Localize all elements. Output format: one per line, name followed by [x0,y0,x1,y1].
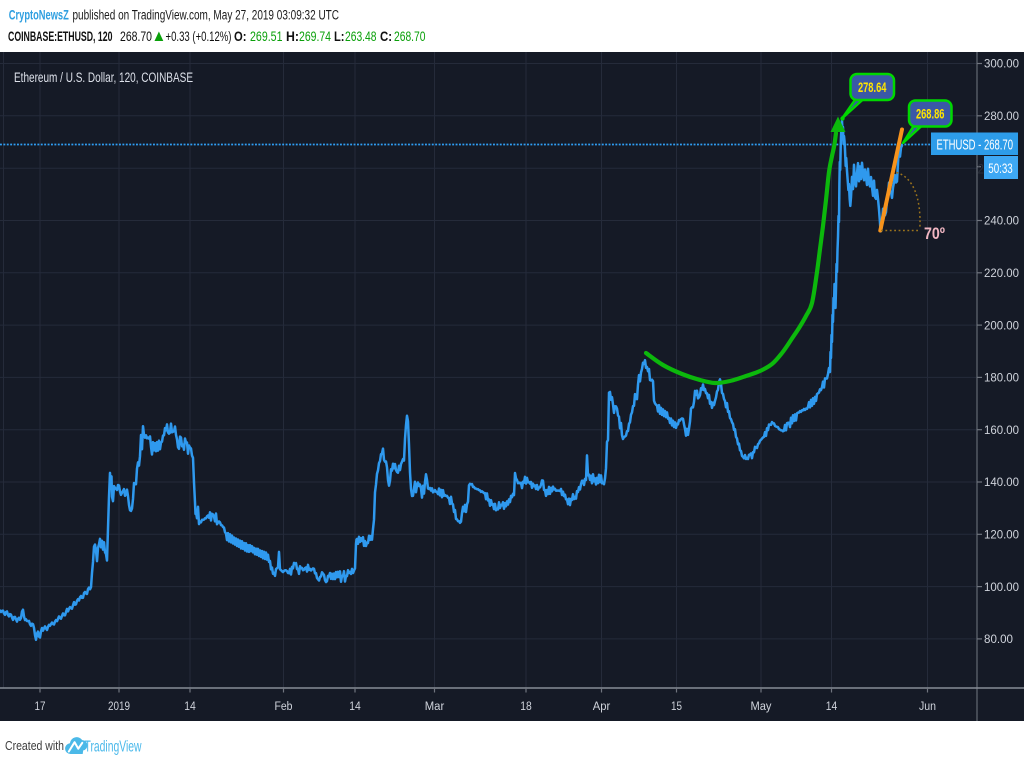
svg-text:240.00: 240.00 [984,214,1019,228]
svg-text:C:: C: [380,29,392,44]
svg-text:Feb: Feb [275,701,293,713]
svg-text:220.00: 220.00 [984,266,1019,280]
svg-text:280.00: 280.00 [984,109,1019,123]
svg-text:May: May [751,701,772,713]
svg-text:268.70: 268.70 [394,29,426,44]
svg-text:80.00: 80.00 [984,632,1013,646]
svg-text:100.00: 100.00 [984,580,1019,594]
svg-text:268.70: 268.70 [120,29,152,44]
svg-text:O:: O: [234,29,247,44]
svg-text:14: 14 [349,701,361,713]
svg-text:2019: 2019 [108,701,130,713]
svg-text:269.51: 269.51 [250,29,283,44]
svg-text:160.00: 160.00 [984,423,1019,437]
svg-text:published on TradingView.com,: published on TradingView.com, May 27, 20… [73,8,340,23]
svg-text:300.00: 300.00 [984,57,1019,71]
svg-text:50:33: 50:33 [988,160,1013,176]
svg-text:278.64: 278.64 [858,80,887,95]
svg-text:180.00: 180.00 [984,371,1019,385]
svg-text:14: 14 [184,701,196,713]
svg-text:Ethereum / U.S. Dollar, 120, C: Ethereum / U.S. Dollar, 120, COINBASE [14,70,193,85]
svg-text:268.86: 268.86 [916,106,945,121]
svg-text:200.00: 200.00 [984,318,1019,332]
svg-text:70º: 70º [924,225,945,243]
svg-text:140.00: 140.00 [984,475,1019,489]
svg-text:Created with: Created with [5,739,64,753]
svg-text:18: 18 [520,701,532,713]
svg-text:Apr: Apr [593,701,611,713]
svg-text:263.48: 263.48 [345,29,377,44]
svg-text:L:: L: [334,29,345,44]
svg-text:COINBASE:ETHUSD, 120: COINBASE:ETHUSD, 120 [8,29,113,44]
svg-text:2: 2 [978,161,985,177]
svg-text:269.74: 269.74 [299,29,331,44]
svg-text:CryptoNewsZ: CryptoNewsZ [9,8,69,23]
svg-text:17: 17 [35,701,46,713]
svg-text:Mar: Mar [425,701,445,713]
svg-text:TradingView: TradingView [85,739,142,756]
svg-text:+0.33 (+0.12%): +0.33 (+0.12%) [166,29,232,44]
svg-text:14: 14 [826,701,838,713]
svg-text:ETHUSD - 268.70: ETHUSD - 268.70 [937,138,1014,154]
svg-text:H:: H: [286,29,299,44]
svg-text:15: 15 [671,701,682,713]
svg-text:120.00: 120.00 [984,528,1019,542]
svg-text:Jun: Jun [919,701,936,713]
